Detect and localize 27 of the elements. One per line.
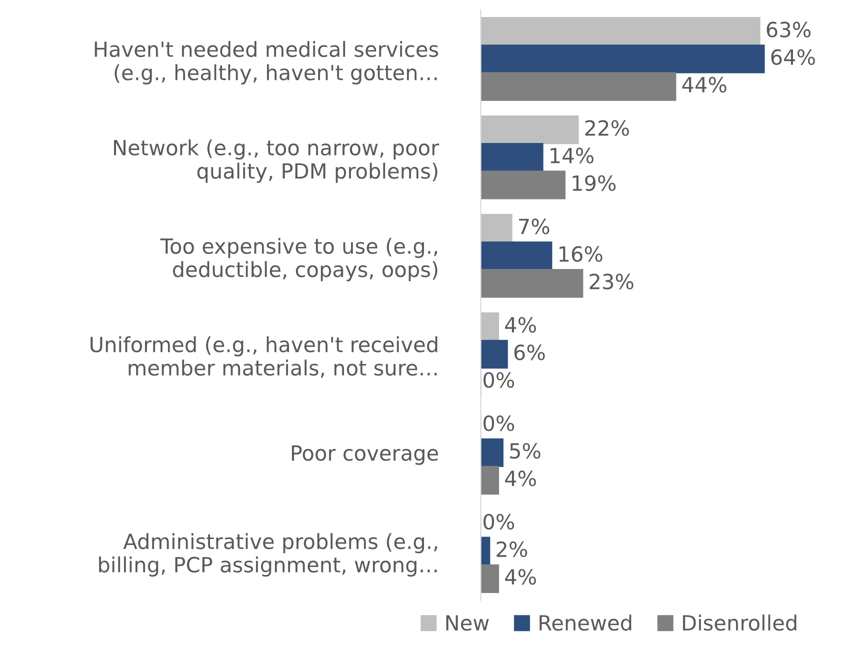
data-label: 23% — [590, 274, 634, 290]
y-tick-label: Network (e.g., too narrow, poor quality, PDM problems) — [114, 139, 440, 183]
data-label: 44% — [682, 76, 726, 93]
data-label: 0% — [484, 514, 514, 530]
data-label: 7% — [519, 218, 550, 234]
y-tick-label: Poor coverage — [292, 445, 438, 465]
y-tick-label: Administrative problems (e.g., billing, PCP assignment, wrong… — [99, 533, 438, 577]
y-tick-label: Uniformed (e.g., haven't received member materials, not sure… — [90, 336, 438, 378]
legend-label: Renewed — [540, 614, 632, 631]
data-label: 4% — [505, 470, 536, 486]
data-label: 63% — [766, 22, 811, 38]
data-label: 14% — [550, 148, 594, 164]
data-label: 2% — [496, 541, 528, 558]
data-label: 6% — [514, 344, 545, 360]
data-label: 22% — [585, 120, 629, 136]
data-label: 5% — [510, 442, 540, 459]
data-label: 0% — [484, 372, 514, 388]
data-label: 4% — [505, 568, 536, 585]
data-label: 19% — [572, 175, 616, 191]
legend-label: Disenrolled — [683, 614, 796, 631]
data-label: 64% — [771, 49, 815, 65]
y-tick-label: Too expensive to use (e.g., deductible, copays, oops) — [160, 238, 438, 282]
data-label: 16% — [559, 246, 602, 262]
y-tick-label: Haven't needed medical services (e.g., healthy, haven't gotten… — [94, 40, 438, 84]
data-label: 0% — [484, 415, 514, 432]
legend-label: New — [446, 615, 489, 631]
data-label: 4% — [505, 316, 536, 333]
